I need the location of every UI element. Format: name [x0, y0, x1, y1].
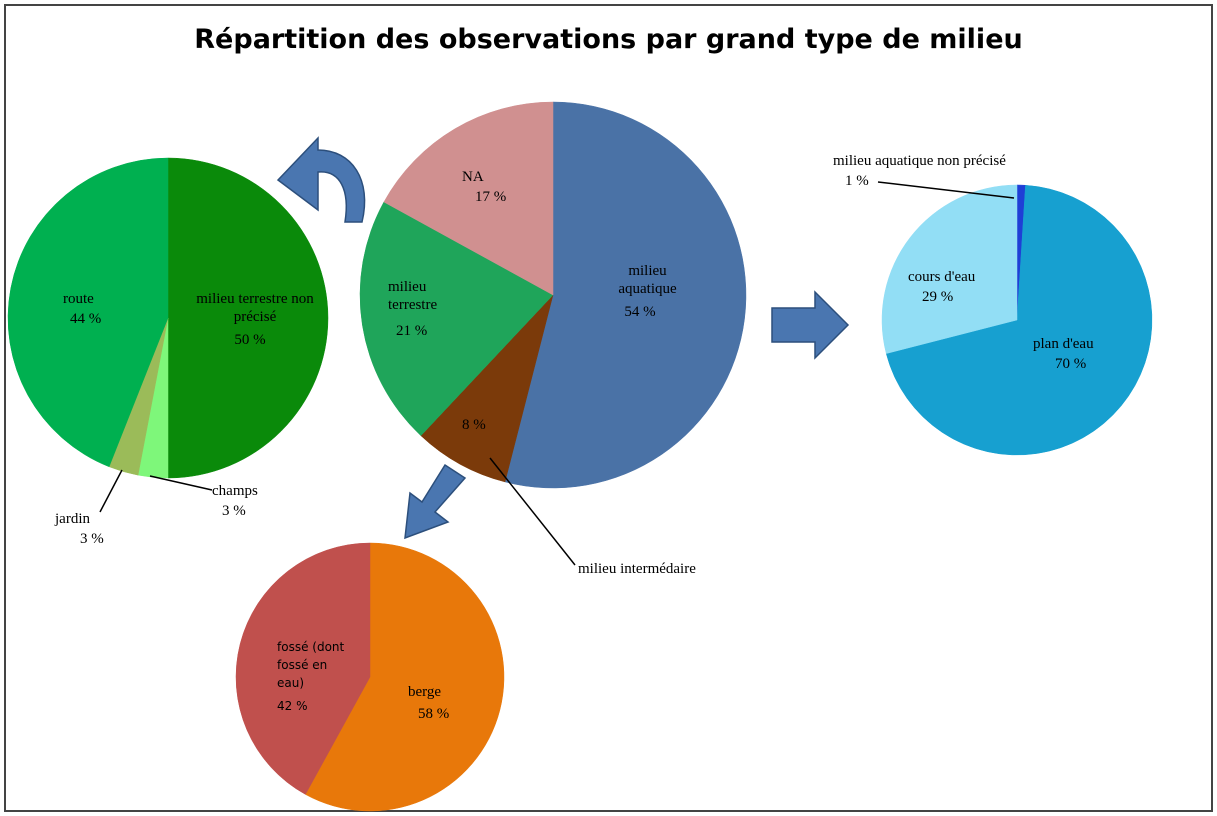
slice-value: 54 % [624, 304, 656, 320]
slice-name: milieu terrestre [388, 279, 438, 313]
slice-value: 70 % [1055, 356, 1087, 372]
slice-value: 29 % [922, 289, 954, 305]
slice-name: milieu aquatique non précisé [833, 153, 1006, 169]
slice-name: champs [212, 483, 258, 499]
pie-slice [7, 157, 169, 468]
slice-value: 1 % [845, 173, 869, 189]
arrow [404, 463, 467, 540]
pie-slice [235, 542, 371, 795]
frame [4, 4, 1213, 812]
slice-name: milieu terrestre non précisé [196, 291, 314, 325]
slice-value: 58 % [418, 706, 450, 722]
slice-value: 44 % [70, 311, 102, 327]
chart-title: Répartition des observations par grand t… [194, 24, 1023, 55]
arrows [276, 136, 850, 540]
slice-name: jardin [55, 511, 90, 527]
slice-name: plan d'eau [1033, 336, 1094, 352]
slice-value: 3 % [222, 503, 246, 519]
pie-slice [383, 101, 554, 296]
pie-slice [885, 185, 1153, 456]
slice-name: milieu aquatique [618, 263, 677, 297]
leader-line [149, 475, 213, 491]
slice-value: 3 % [80, 531, 104, 547]
slice-name: milieu intermédaire [578, 561, 696, 577]
pie-slice [881, 184, 1018, 354]
slice-name: fossé (dont fossé en eau) [277, 640, 345, 690]
slice-value: 42 % [277, 699, 308, 713]
arrow [276, 136, 366, 223]
pie-slice [305, 542, 505, 812]
pie-slice [167, 157, 329, 479]
leader-lines [99, 181, 1015, 566]
pie-slice [359, 201, 554, 437]
slice-name: route [63, 291, 94, 307]
slice-value: 50 % [234, 332, 266, 348]
slice-value: 21 % [396, 323, 428, 339]
slice-name: NA [462, 169, 484, 185]
leader-line [489, 457, 576, 566]
slice-name: cours d'eau [908, 269, 976, 285]
pie-slice [504, 101, 747, 489]
leader-line [877, 181, 1015, 199]
arrow [771, 290, 850, 360]
leader-line [99, 469, 123, 513]
pie-slice [420, 294, 554, 483]
slice-value: 17 % [475, 189, 507, 205]
slice-name: berge [408, 684, 442, 700]
slice-value: 8 % [462, 417, 486, 433]
